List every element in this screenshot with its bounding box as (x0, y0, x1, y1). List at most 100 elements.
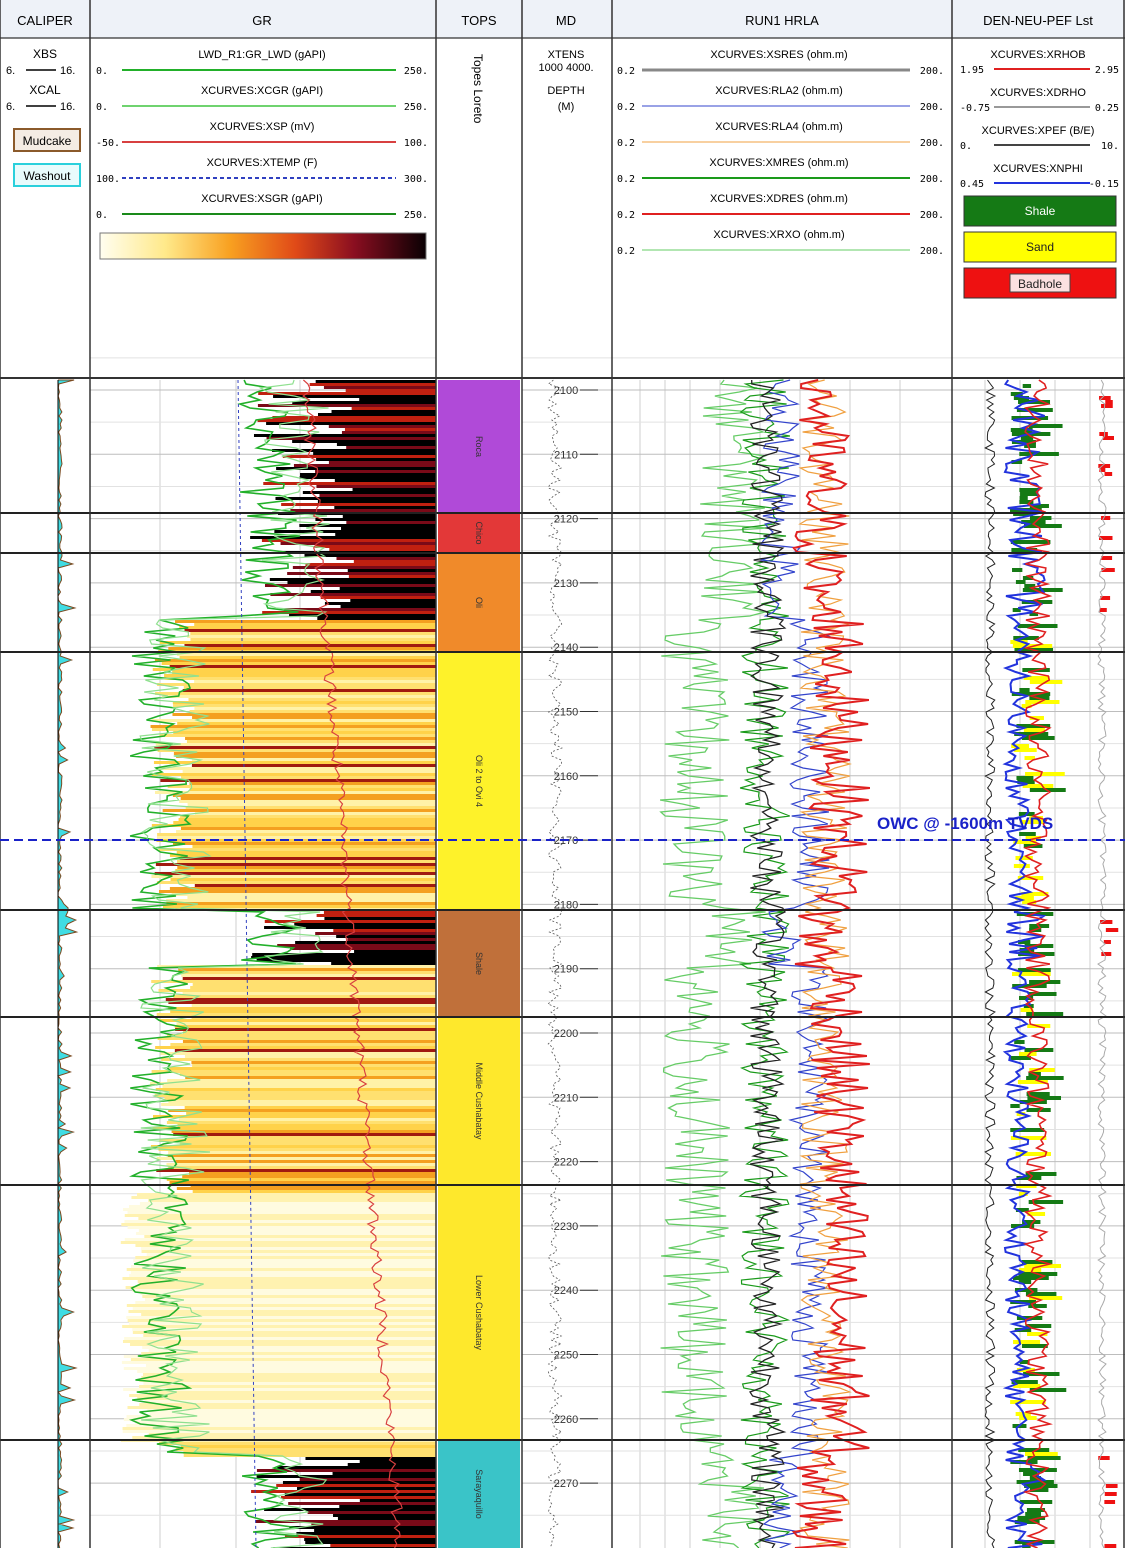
gr-fill-band (141, 1376, 437, 1379)
md-depth-label: DEPTH (547, 85, 584, 97)
lithology-fill (1021, 1344, 1048, 1348)
gr-fill-band (255, 1520, 436, 1523)
resistivity-curve-name[interactable]: XCURVES:XMRES (ohm.m) (709, 157, 848, 169)
formation-block[interactable] (438, 652, 520, 910)
gr-fill-band (154, 1094, 436, 1097)
formation-block[interactable] (438, 553, 520, 652)
resistivity-track-title[interactable]: RUN1 HRLA (745, 13, 819, 28)
gr-fill-band (173, 995, 437, 998)
gr-fill-band (175, 1028, 436, 1031)
gr-fill-band (275, 497, 436, 500)
sand-swatch[interactable] (963, 231, 1117, 263)
formation-block[interactable] (438, 1185, 520, 1440)
gr-fill-band (309, 383, 436, 386)
badhole-fill (1101, 952, 1112, 956)
xbs-curve-name[interactable]: XBS (33, 47, 57, 61)
formation-block[interactable] (438, 380, 520, 513)
gr-fill-band (152, 668, 436, 671)
gr-fill-band (170, 1043, 436, 1046)
lithology-fill (1013, 1384, 1041, 1388)
density-curve-name[interactable]: XCURVES:XDRHO (990, 87, 1086, 99)
resistivity-curve-name[interactable]: XCURVES:XRXO (ohm.m) (713, 229, 844, 241)
gr-fill-band (305, 563, 436, 566)
lithology-fill (1015, 856, 1033, 860)
badhole-label-box (1009, 273, 1071, 293)
density-curve-name[interactable]: XCURVES:XNPHI (993, 163, 1083, 175)
gr-curve-name[interactable]: XCURVES:XSGR (gAPI) (201, 193, 322, 205)
resistivity-curve-name[interactable]: XCURVES:XDRES (ohm.m) (710, 193, 848, 205)
formation-block[interactable] (438, 1440, 520, 1548)
gr-fill-band (149, 1391, 437, 1394)
resistivity-curve-name[interactable]: XCURVES:XSRES (ohm.m) (710, 49, 847, 61)
tops-track-title[interactable]: TOPS (461, 13, 496, 28)
density-curve-name[interactable]: XCURVES:XRHOB (990, 49, 1085, 61)
gr-curve-name[interactable]: XCURVES:XCGR (gAPI) (201, 85, 323, 97)
lithology-fill (1019, 1268, 1042, 1272)
washout-swatch[interactable] (13, 163, 81, 187)
gr-fill-band (266, 422, 436, 425)
resistivity-curve-name[interactable]: XCURVES:RLA2 (ohm.m) (715, 85, 843, 97)
formation-block[interactable] (438, 910, 520, 1017)
gr-fill-band (337, 1517, 436, 1520)
owc-marker: OWC @ -1600m TVDS (0, 814, 1125, 841)
lithology-fill (1010, 1128, 1045, 1132)
gr-fill-band (157, 749, 436, 752)
gr-fill-band (263, 482, 436, 485)
badhole-fill (1103, 940, 1111, 944)
gr-fill-band (192, 1190, 436, 1193)
caliper-track-title[interactable]: CALIPER (17, 13, 73, 28)
gr-curve-xtemp (237, 379, 257, 1548)
xcal-curve-name[interactable]: XCAL (29, 83, 61, 97)
gr-curve-name[interactable]: LWD_R1:GR_LWD (gAPI) (198, 49, 325, 61)
gr-fill-band (336, 443, 436, 446)
resistivity-curve-name[interactable]: XCURVES:RLA4 (ohm.m) (715, 121, 843, 133)
gr-fill-band (124, 1220, 437, 1223)
lithology-fill (1019, 452, 1059, 456)
owc-label[interactable]: OWC @ -1600m TVDS (877, 814, 1053, 833)
formation-label: Lower Cushabatay (474, 1275, 484, 1351)
gr-fill-band (331, 410, 436, 413)
md-track-title[interactable]: MD (556, 13, 576, 28)
gr-curve-name[interactable]: XCURVES:XTEMP (F) (207, 157, 318, 169)
density-curve-name[interactable]: XCURVES:XPEF (B/E) (982, 125, 1095, 137)
gr-fill-band (292, 566, 436, 569)
density-track-title[interactable]: DEN-NEU-PEF Lst (983, 13, 1093, 28)
lithology-fill (1015, 896, 1034, 900)
md-curve-name[interactable]: XTENS (548, 49, 585, 61)
gr-fill-band (272, 449, 436, 452)
badhole-fill (1105, 400, 1113, 404)
gr-fill-band (276, 1484, 436, 1487)
gr-fill-band (253, 434, 436, 437)
tops-track: Roca Chico Oli Oli 2 to Ovi 4 Shale Middle Cu… (438, 380, 520, 1548)
md-depth-unit: (M) (558, 101, 575, 113)
shale-swatch[interactable] (963, 195, 1117, 227)
gr-fill-band (168, 1100, 436, 1103)
lithology-fill (1016, 1176, 1042, 1180)
gr-fill-band (314, 1529, 436, 1532)
gr-fill-band (160, 779, 436, 782)
gr-fill-band (169, 1091, 436, 1094)
lithology-fill (1026, 1012, 1064, 1016)
gr-fill-band (359, 1460, 436, 1463)
gr-fill-band (292, 401, 436, 404)
gr-fill-band (290, 947, 436, 950)
gr-scale-left: 0. (96, 66, 108, 77)
gr-fill-band (144, 1298, 436, 1301)
gr-fill-band (288, 1502, 436, 1505)
lithology-fill (1027, 1212, 1046, 1216)
lithology-fill (1025, 1512, 1042, 1516)
gr-fill-band (122, 1427, 436, 1430)
formation-label: Chico (474, 521, 484, 544)
gr-fill-band (333, 929, 436, 932)
gr-curve-name[interactable]: XCURVES:XSP (mV) (210, 121, 315, 133)
gr-fill-band (121, 1361, 436, 1364)
gr-fill-band (269, 578, 436, 581)
formation-block[interactable] (438, 513, 520, 553)
gr-fill-band (148, 1349, 436, 1352)
gr-track-title[interactable]: GR (252, 13, 272, 28)
lithology-fill (1029, 816, 1044, 820)
formation-block[interactable] (438, 1017, 520, 1185)
gr-fill-band (315, 545, 436, 548)
mudcake-swatch[interactable] (13, 128, 81, 152)
gr-fill-band (166, 902, 436, 905)
